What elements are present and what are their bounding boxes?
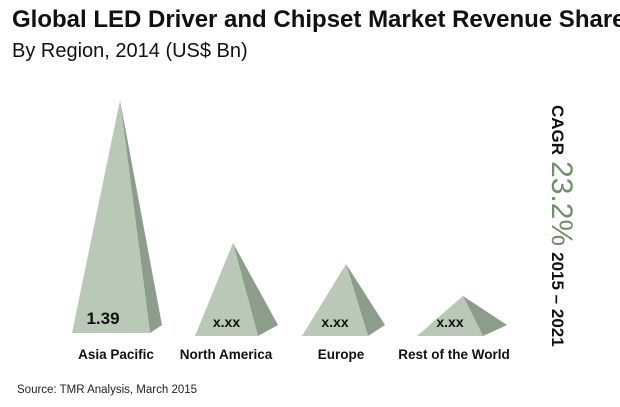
- category-label: Europe: [318, 347, 365, 362]
- chart-title: Global LED Driver and Chipset Market Rev…: [12, 6, 620, 33]
- pyramid-light-face: [195, 243, 258, 336]
- pyramid-dark-face: [346, 264, 385, 336]
- category-label: North America: [180, 347, 273, 362]
- cagr-prefix: CAGR: [548, 105, 567, 156]
- pyramid-dark-face: [463, 296, 507, 336]
- pyramid-rest-of-the-world: [417, 296, 507, 336]
- value-label: 1.39: [86, 309, 119, 328]
- pyramid-light-face: [302, 264, 368, 336]
- value-label: x.xx: [436, 314, 463, 330]
- pyramid-north-america: [195, 243, 278, 336]
- cagr-value: 23.2%: [545, 161, 578, 247]
- value-label: x.xx: [321, 314, 348, 330]
- category-label: Rest of the World: [398, 347, 510, 362]
- pyramid-asia-pacific: [72, 100, 162, 333]
- pyramid-europe: [302, 264, 385, 336]
- value-label: x.xx: [213, 314, 240, 330]
- cagr-period: 2015 – 2021: [548, 252, 567, 347]
- pyramid-dark-face: [233, 243, 278, 336]
- cagr-callout: CAGR 23.2% 2015 – 2021: [544, 105, 578, 347]
- pyramid-light-face: [417, 296, 483, 336]
- pyramid-light-face: [72, 100, 150, 333]
- source-note: Source: TMR Analysis, March 2015: [17, 384, 198, 396]
- pyramid-dark-face: [120, 100, 162, 333]
- chart-subtitle: By Region, 2014 (US$ Bn): [12, 40, 248, 62]
- category-label: Asia Pacific: [78, 347, 154, 362]
